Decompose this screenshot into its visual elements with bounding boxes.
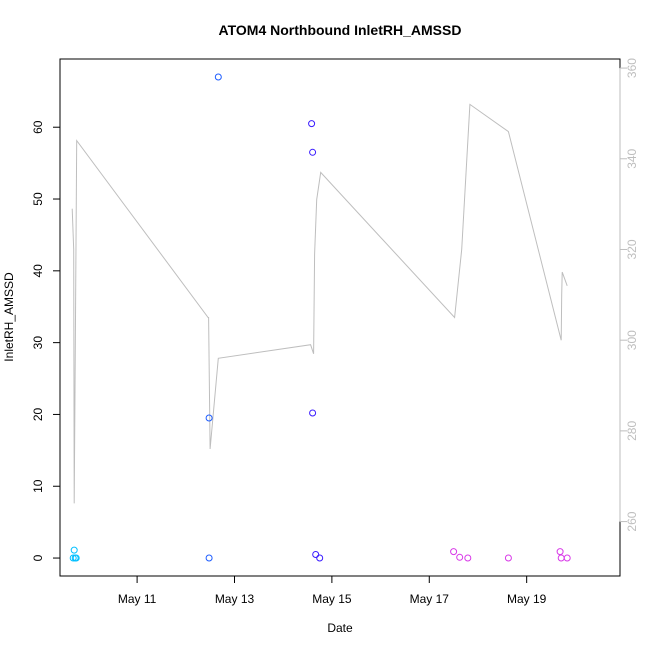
data-point xyxy=(312,551,320,558)
y-axis: 0 10 20 30 40 50 60 xyxy=(31,120,61,561)
data-point xyxy=(563,554,571,562)
right-y-tick-label: 340 xyxy=(625,148,639,168)
y-tick-label: 20 xyxy=(31,407,45,421)
data-point xyxy=(69,554,77,562)
data-point xyxy=(205,414,213,422)
right-y-tick-label: 280 xyxy=(625,421,639,441)
data-point xyxy=(309,409,317,417)
right-y-tick-label: 360 xyxy=(625,58,639,78)
x-tick-label: May 15 xyxy=(312,592,352,606)
data-point xyxy=(316,554,324,562)
x-axis: May 11 May 13 May 15 May 17 May 19 xyxy=(118,575,547,606)
x-tick-label: May 17 xyxy=(410,592,450,606)
data-point xyxy=(309,148,317,156)
chart-title: ATOM4 Northbound InletRH_AMSSD xyxy=(219,22,462,38)
x-tick-label: May 19 xyxy=(507,592,547,606)
right-y-tick-label: 320 xyxy=(625,239,639,259)
x-tick-label: May 11 xyxy=(118,592,157,606)
data-point xyxy=(556,548,564,556)
data-point xyxy=(70,546,78,554)
y-tick-label: 0 xyxy=(31,554,45,561)
plot-frame xyxy=(59,58,621,577)
y-tick-label: 40 xyxy=(31,264,45,278)
y-tick-label: 10 xyxy=(31,479,45,493)
y-axis-label: InletRH_AMSSD xyxy=(2,272,16,362)
data-point xyxy=(456,553,464,561)
series-line xyxy=(71,103,568,504)
data-point xyxy=(557,554,565,562)
data-point xyxy=(464,554,472,562)
y-tick-label: 50 xyxy=(31,192,45,206)
data-point xyxy=(214,73,222,81)
scatter-points xyxy=(69,73,571,562)
data-point xyxy=(504,554,512,562)
data-point xyxy=(308,120,316,128)
right-axis-series-line xyxy=(71,103,568,504)
y-tick-label: 30 xyxy=(31,336,45,350)
x-axis-label: Date xyxy=(327,621,353,635)
right-y-tick-label: 300 xyxy=(625,330,639,350)
data-point xyxy=(205,554,213,562)
y-tick-label: 60 xyxy=(31,120,45,134)
x-tick-label: May 13 xyxy=(215,592,255,606)
right-y-tick-label: 260 xyxy=(625,511,639,531)
data-point xyxy=(72,554,80,562)
data-point xyxy=(450,548,458,556)
right-y-axis: 260 280 300 320 340 360 xyxy=(619,58,639,532)
